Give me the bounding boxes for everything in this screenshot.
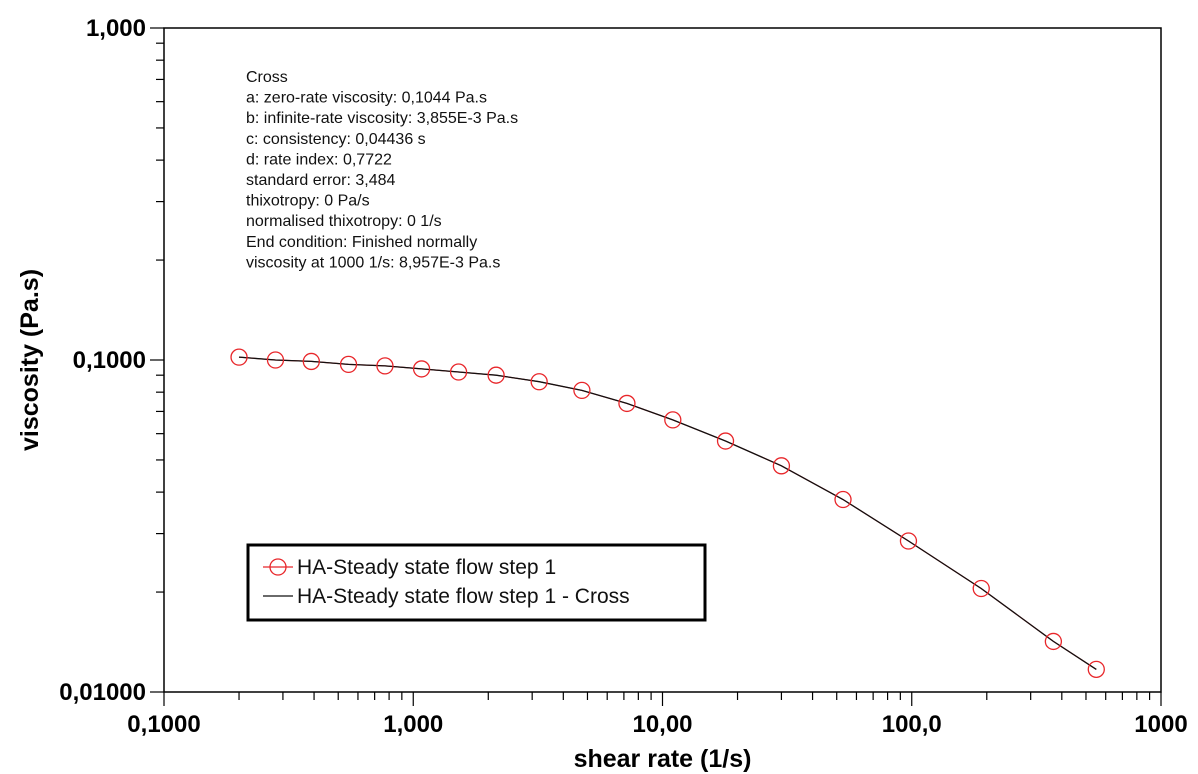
series-1-point — [530, 373, 548, 391]
x-tick-label: 1,000 — [383, 711, 443, 738]
y-tick-label: 1,000 — [86, 15, 146, 42]
legend: HA-Steady state flow step 1 HA-Steady st… — [246, 543, 707, 622]
x-tick-label: 10,00 — [632, 711, 692, 738]
tick-marks — [150, 27, 1162, 706]
series-1-point — [339, 355, 358, 374]
annotation-line: a: zero-rate viscosity: 0,1044 Pa.s — [246, 90, 487, 107]
y-axis-title: viscosity (Pa.s) — [16, 269, 44, 451]
series-1-line — [238, 356, 1097, 670]
series-1-point — [573, 381, 591, 400]
series-layer — [230, 348, 1105, 679]
series-1-point — [618, 394, 636, 413]
annotation-line: normalised thixotropy: 0 1/s — [246, 213, 442, 230]
x-tick-label: 0,1000 — [127, 711, 200, 738]
series-1-point — [899, 532, 918, 550]
annotation-line: d: rate index: 0,7722 — [246, 151, 392, 168]
tick-labels: 0,1000 1,000 10,00 100,0 1000 0,01000 0,1000 1,… — [59, 15, 1187, 738]
series-1-point — [266, 351, 285, 369]
x-tick-label: 100,0 — [882, 711, 942, 738]
series-1-point — [487, 366, 505, 384]
series-1-point — [664, 411, 682, 429]
x-tick-label: 1000 — [1134, 711, 1187, 738]
series-2-line — [238, 356, 1097, 670]
y-tick-label: 0,1000 — [73, 347, 146, 374]
series-1-point — [834, 490, 852, 509]
annotation-line: standard error: 3,484 — [246, 172, 396, 189]
plot-frame — [163, 27, 1162, 693]
legend-swatch-marker-series-1 — [269, 558, 287, 576]
series-1-point — [1044, 632, 1063, 651]
annotation-line: c: consistency: 0,04436 s — [246, 131, 426, 148]
series-1-point — [972, 579, 990, 598]
series-1-point — [302, 352, 320, 371]
legend-box — [246, 543, 707, 622]
annotation-line: thixotropy: 0 Pa/s — [246, 193, 370, 210]
series-1-point — [772, 457, 791, 475]
series-1-point — [376, 357, 394, 375]
legend-label-series-2: HA-Steady state flow step 1 - Cross — [297, 585, 630, 608]
annotation-line: Cross — [246, 69, 288, 86]
y-tick-label: 0,01000 — [59, 679, 146, 706]
annotation-line: viscosity at 1000 1/s: 8,957E-3 Pa.s — [246, 254, 500, 271]
annotation-line: End condition: Finished normally — [246, 234, 477, 251]
legend-label-series-1: HA-Steady state flow step 1 — [297, 556, 556, 579]
fit-annotation: Cross a: zero-rate viscosity: 0,1044 Pa.s… — [246, 69, 518, 271]
series-1-point — [716, 432, 735, 450]
series-1-point — [412, 360, 431, 378]
series-1-point — [449, 363, 468, 381]
series-1-point — [1087, 660, 1105, 679]
series-1-point — [230, 348, 248, 366]
annotation-line: b: infinite-rate viscosity: 3,855E-3 Pa.… — [246, 110, 518, 127]
x-axis-title: shear rate (1/s) — [574, 745, 752, 773]
